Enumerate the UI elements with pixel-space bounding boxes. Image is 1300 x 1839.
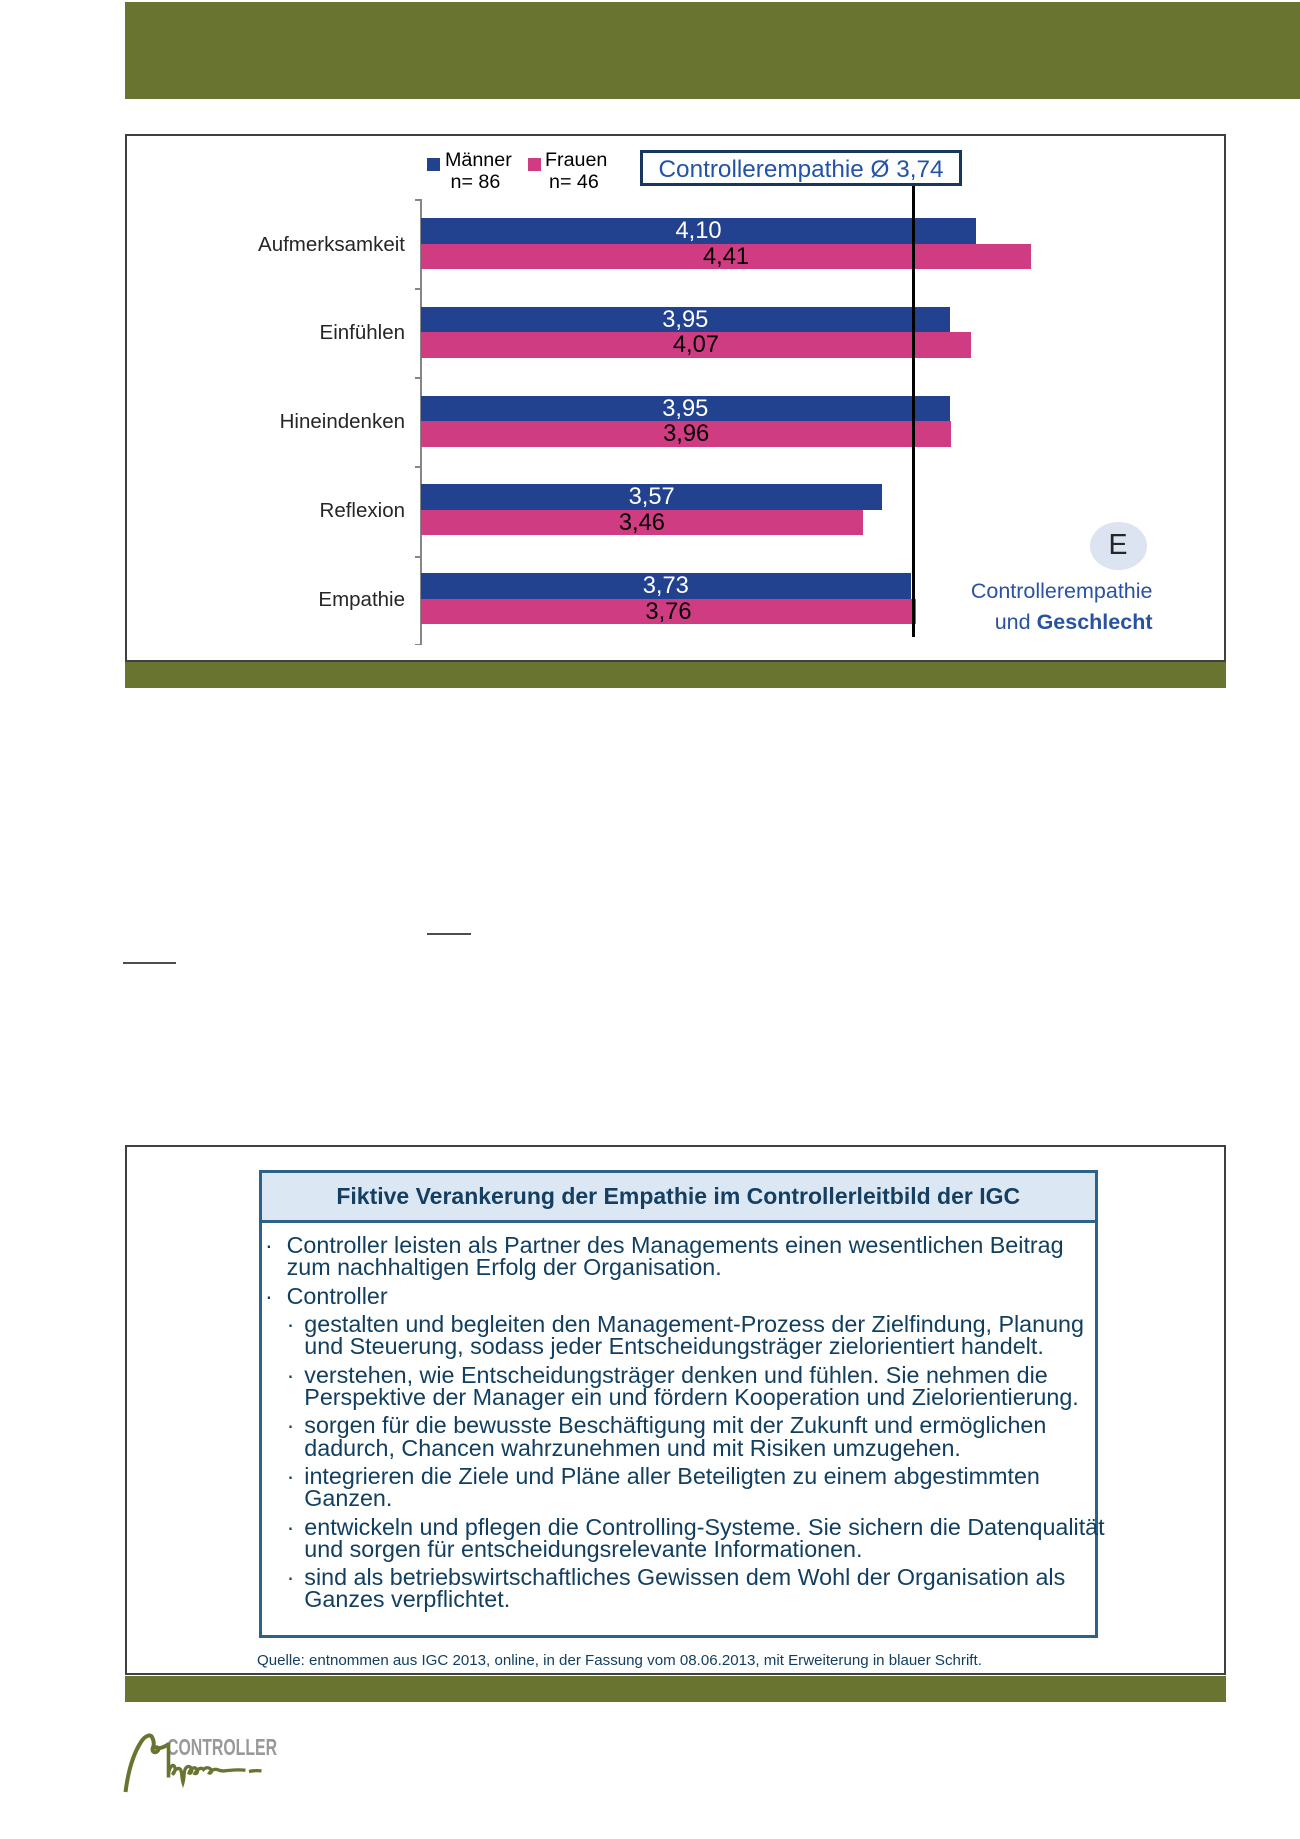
svg-text:CONTROLLER: CONTROLLER (167, 1735, 277, 1761)
